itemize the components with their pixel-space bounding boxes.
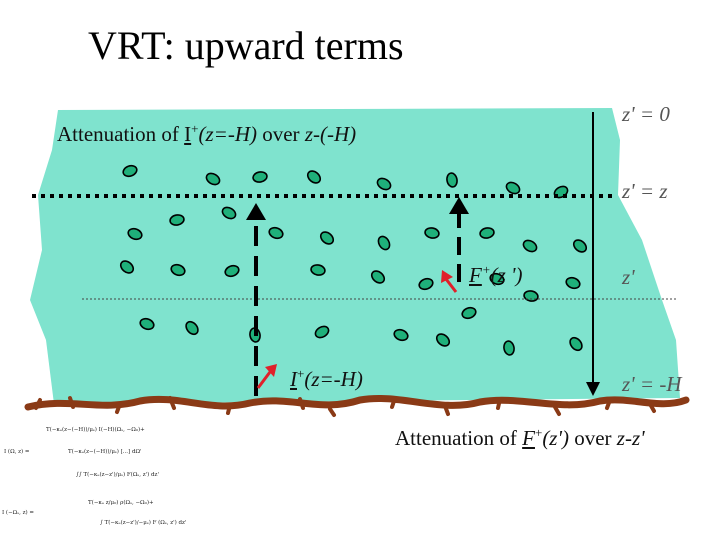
particle	[205, 172, 221, 186]
particle	[127, 227, 143, 241]
particle	[252, 171, 268, 183]
particle	[310, 264, 326, 276]
boundary-label-arg: (z=-H)	[304, 367, 363, 391]
particle	[424, 227, 440, 239]
bottom-attenuation-label: Attenuation of F+(z') over z-z'	[395, 426, 645, 450]
particle	[435, 333, 451, 347]
boundary-label-symbol: I	[290, 367, 297, 391]
particle	[376, 177, 392, 191]
bottom-label-prefix: Attenuation of	[395, 426, 523, 450]
bottom-label-sup: +	[534, 425, 543, 440]
particle	[505, 181, 521, 195]
source-label-sup: +	[481, 262, 491, 277]
particle	[572, 239, 588, 253]
particle	[139, 317, 155, 331]
particles	[119, 164, 588, 356]
top-label-arg: (z=-H)	[198, 122, 257, 146]
particle	[170, 263, 186, 277]
particle	[319, 231, 335, 245]
top-label-prefix: Attenuation of	[57, 122, 185, 146]
particle	[268, 226, 284, 240]
axis-label-top: z' = 0	[622, 102, 670, 126]
particle	[446, 172, 458, 188]
formula-line-1a: T(−κₑ(z−(−H))/μₛ) I(−H)(Ωₛ, −Ω₀)+	[46, 427, 145, 433]
axis-label-zp: z'	[622, 265, 635, 289]
particle	[479, 227, 495, 239]
ground-roots	[34, 396, 656, 417]
particle	[461, 306, 477, 320]
slide-title: VRT: upward terms	[88, 23, 404, 68]
particle	[169, 214, 185, 226]
bottom-label-range: z-z'	[616, 426, 645, 450]
particle	[522, 239, 538, 253]
top-label-range: z-(-H)	[304, 122, 357, 146]
particle	[418, 277, 434, 291]
vegetation-layer	[30, 108, 680, 404]
source-label-arg: (z ')	[490, 263, 523, 287]
bottom-label-arg: (z')	[542, 426, 569, 450]
particle	[221, 206, 237, 220]
formula-line-2a: T(−κₑ z/μ₀) ρ(Ωₛ, −Ω₀)+	[88, 500, 154, 506]
axis-label-bottom: z' = -H	[622, 372, 682, 396]
top-attenuation-label: Attenuation of I+(z=-H) over z-(-H)	[57, 122, 356, 146]
particle	[377, 235, 391, 251]
formula-line-1c: ∫∫ T(−κₑ(z−z')/μₛ) F(Ωₛ, z') dz'	[76, 472, 159, 478]
axis-label-z: z' = z	[622, 179, 668, 203]
formula-line-1b: T(−κₑ(z−(−H))/μₛ) [...] dΩ'	[68, 449, 142, 455]
top-label-middle: over	[256, 122, 305, 146]
particle	[569, 336, 583, 352]
particle	[370, 270, 386, 284]
formula-lhs-1: I (Ω, z) =	[4, 449, 30, 455]
particle	[503, 340, 515, 356]
boundary-label: I+(z=-H)	[290, 367, 363, 391]
bottom-label-middle: over	[568, 426, 617, 450]
formula-lhs-2: I (−Ωₛ, z) =	[2, 510, 34, 516]
red-arrow-source	[444, 278, 458, 293]
red-arrow-boundary-head	[265, 364, 277, 377]
top-label-sup: +	[191, 121, 199, 136]
particle	[393, 328, 409, 342]
boundary-label-sup: +	[297, 366, 305, 381]
red-arrow-source-head	[441, 270, 453, 283]
ground-strip	[24, 394, 690, 411]
source-label: F+(z ')	[469, 263, 523, 287]
dashed-arrow-right-head	[449, 197, 469, 214]
particle	[306, 170, 322, 184]
bottom-label-symbol: F	[522, 426, 535, 450]
particle	[565, 276, 581, 290]
source-label-symbol: F	[469, 263, 482, 287]
particle	[122, 164, 138, 178]
particle	[185, 320, 199, 336]
particle	[119, 260, 135, 274]
formula-line-2b: ∫ T(−κₑ(z−z')/−μₛ) F (Ωₛ, z') dz'	[100, 520, 187, 526]
particle	[489, 272, 505, 286]
dashed-arrow-left-head	[246, 203, 266, 220]
z-axis-arrowhead	[586, 382, 600, 396]
particle	[224, 264, 240, 278]
red-arrow-boundary	[256, 371, 272, 389]
particle	[314, 325, 330, 339]
top-label-symbol: I	[184, 122, 192, 146]
